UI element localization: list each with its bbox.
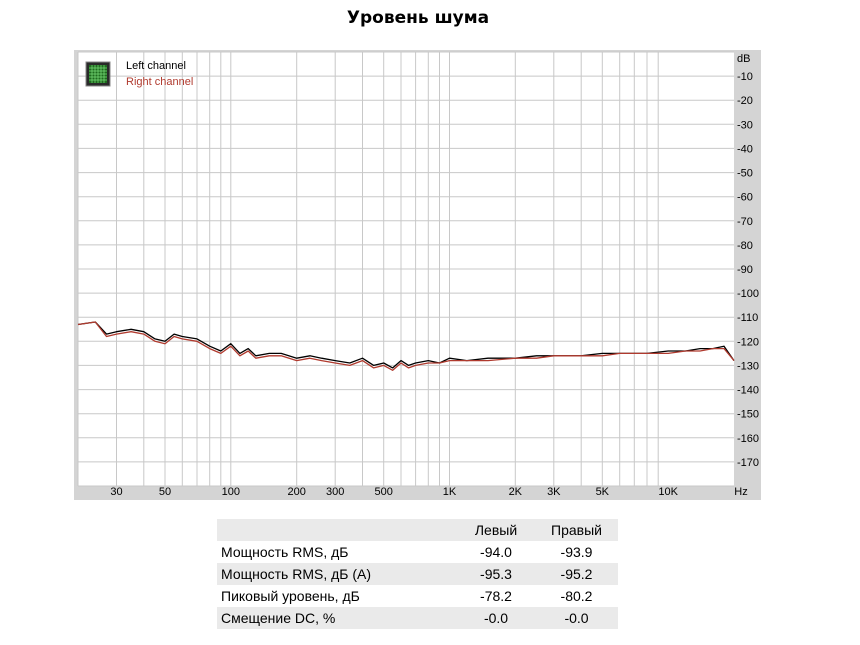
y-tick-label: -140: [737, 385, 759, 397]
table-header-right: Правый: [535, 519, 618, 541]
row-label: Пиковый уровень, дБ: [221, 588, 360, 604]
row-right-value: -93.9: [560, 544, 593, 560]
y-tick-label: -20: [737, 95, 753, 107]
row-right-value: -0.0: [535, 607, 618, 629]
y-tick-label: -130: [737, 360, 759, 372]
y-tick-label: -120: [737, 336, 759, 348]
x-tick-label: 100: [222, 486, 240, 498]
x-tick-label: 500: [375, 486, 393, 498]
series-line-right: [77, 321, 735, 371]
x-unit-label: Hz: [734, 486, 747, 498]
legend-left-channel: Left channel: [126, 60, 186, 72]
table-row: Пиковый уровень, дБ -78.2 -80.2: [217, 585, 618, 607]
x-axis-labels: 30 50 100 200 300 500 1K 2K 3K 5K 10K Hz: [110, 486, 747, 498]
y-axis-labels: dB -10 -20 -30 -40 -50 -60 -70 -80 -90 -100 -110 -12…: [737, 53, 759, 469]
x-tick-label: 300: [326, 486, 344, 498]
table-header-left: Левый: [457, 519, 535, 541]
y-tick-label: -90: [737, 264, 753, 276]
grid: [77, 51, 734, 487]
table-row: Мощность RMS, дБ (A) -95.3 -95.2: [217, 563, 618, 585]
row-left-value: -95.3: [457, 563, 535, 585]
table-header-row: Левый Правый: [217, 519, 618, 541]
y-tick-label: -170: [737, 457, 759, 469]
row-right-value: -80.2: [560, 588, 593, 604]
x-tick-label: 200: [288, 486, 306, 498]
noise-level-chart: dB -10 -20 -30 -40 -50 -60 -70 -80 -90 -100 -110 -12…: [74, 50, 761, 500]
row-label: Мощность RMS, дБ (A): [217, 563, 457, 585]
x-tick-label: 10K: [658, 486, 678, 498]
legend: Left channel Right channel: [85, 60, 193, 88]
x-tick-label: 50: [159, 486, 171, 498]
results-table: Левый Правый Мощность RMS, дБ -94.0 -93.…: [217, 519, 618, 629]
y-tick-label: -70: [737, 216, 753, 228]
chart-title: Уровень шума: [346, 8, 490, 28]
row-left-value: -0.0: [457, 607, 535, 629]
y-tick-label: -100: [737, 288, 759, 300]
row-right-value: -95.2: [535, 563, 618, 585]
row-left-value: -78.2: [480, 588, 512, 604]
y-tick-label: -110: [737, 312, 758, 324]
legend-icon-grid: [89, 65, 107, 83]
x-tick-label: 1K: [443, 486, 457, 498]
row-label: Смещение DC, %: [217, 607, 457, 629]
x-tick-label: 30: [110, 486, 122, 498]
table-row: Смещение DC, % -0.0 -0.0: [217, 607, 618, 629]
series-group: [77, 321, 735, 371]
y-tick-label: -50: [737, 168, 753, 180]
y-tick-label: -80: [737, 240, 753, 252]
y-tick-label: -10: [737, 71, 753, 83]
x-tick-label: 2K: [509, 486, 523, 498]
x-tick-label: 3K: [547, 486, 561, 498]
y-tick-label: -160: [737, 433, 759, 445]
y-unit-label: dB: [737, 53, 750, 65]
y-tick-label: -30: [737, 119, 753, 131]
legend-right-channel: Right channel: [126, 76, 193, 88]
y-tick-label: -150: [737, 409, 759, 421]
table-header-label: [217, 519, 457, 541]
y-tick-label: -40: [737, 143, 753, 155]
row-label: Мощность RMS, дБ: [221, 544, 349, 560]
x-tick-label: 5K: [596, 486, 610, 498]
row-left-value: -94.0: [480, 544, 512, 560]
y-tick-label: -60: [737, 192, 753, 204]
table-row: Мощность RMS, дБ -94.0 -93.9: [217, 541, 618, 563]
